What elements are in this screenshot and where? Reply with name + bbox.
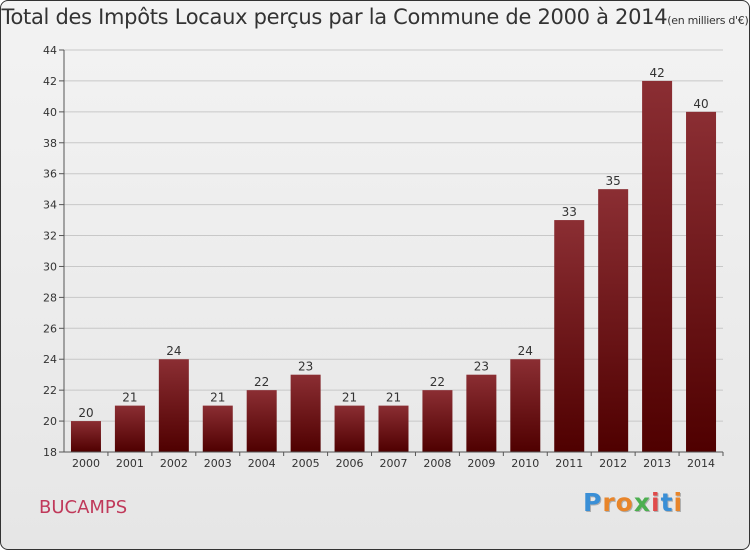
y-tick-label: 30	[43, 260, 57, 273]
bar	[510, 359, 541, 452]
data-label: 40	[693, 97, 708, 111]
x-tick-label: 2009	[467, 457, 495, 470]
logo-letter: i	[673, 488, 684, 517]
x-tick-label: 2004	[248, 457, 276, 470]
x-tick-label: 2008	[423, 457, 451, 470]
y-tick-label: 44	[43, 44, 57, 57]
logo-letter: P	[583, 488, 603, 517]
bar	[378, 405, 409, 452]
data-label: 20	[78, 406, 93, 420]
chart-title-unit: (en milliers d'€)	[667, 14, 749, 27]
data-label: 35	[606, 174, 621, 188]
y-tick-label: 38	[43, 137, 57, 150]
x-tick-label: 2011	[555, 457, 583, 470]
x-tick-label: 2000	[72, 457, 100, 470]
data-label: 22	[430, 375, 445, 389]
y-tick-label: 32	[43, 230, 57, 243]
data-label: 21	[122, 391, 137, 405]
data-label: 24	[518, 344, 533, 358]
bar	[246, 390, 277, 452]
data-label: 24	[166, 344, 181, 358]
commune-name: BUCAMPS	[39, 497, 128, 518]
data-label: 21	[386, 391, 401, 405]
bar	[158, 359, 189, 452]
bar-chart: 18 20 22 24 26 28 30 32 34 36 38 40 42 44 20 2000 21 2001…	[43, 44, 724, 470]
y-tick-label: 20	[43, 415, 57, 428]
bar	[642, 80, 673, 452]
x-tick-label: 2003	[204, 457, 232, 470]
y-tick-label: 28	[43, 291, 57, 304]
x-tick-label: 2006	[336, 457, 364, 470]
logo-letter: o	[615, 488, 634, 517]
logo-letter: r	[602, 488, 616, 517]
y-tick-label: 22	[43, 384, 57, 397]
x-tick-label: 2013	[643, 457, 671, 470]
y-tick-label: 24	[43, 353, 57, 366]
proxiti-logo: Proxiti	[583, 488, 683, 517]
bar	[202, 405, 233, 452]
logo-letter: i	[651, 488, 661, 517]
bar	[290, 374, 321, 452]
y-tick-label: 26	[43, 322, 57, 335]
logo-letter: t	[660, 488, 674, 517]
data-label: 33	[562, 205, 577, 219]
y-tick-label: 34	[43, 199, 57, 212]
x-tick-label: 2001	[116, 457, 144, 470]
x-tick-label: 2005	[292, 457, 320, 470]
y-tick-label: 18	[43, 446, 57, 459]
chart-title-text: Total des Impôts Locaux perçus par la Co…	[1, 5, 668, 29]
bar	[554, 220, 585, 452]
data-label: 42	[649, 66, 664, 80]
logo-letter: x	[633, 488, 651, 517]
data-label: 21	[210, 391, 225, 405]
bar	[422, 390, 453, 452]
data-label: 23	[298, 360, 313, 374]
x-tick-label: 2010	[511, 457, 539, 470]
bar	[466, 374, 497, 452]
data-label: 22	[254, 375, 269, 389]
data-label: 21	[342, 391, 357, 405]
x-tick-label: 2012	[599, 457, 627, 470]
y-tick-label: 40	[43, 106, 57, 119]
data-label: 23	[474, 360, 489, 374]
x-tick-label: 2014	[687, 457, 715, 470]
y-tick-label: 42	[43, 75, 57, 88]
bar	[334, 405, 365, 452]
x-tick-label: 2002	[160, 457, 188, 470]
chart-title: Total des Impôts Locaux perçus par la Co…	[1, 5, 749, 29]
bar	[114, 405, 145, 452]
x-tick-label: 2007	[380, 457, 408, 470]
bar	[598, 189, 629, 452]
y-tick-label: 36	[43, 168, 57, 181]
bar	[686, 111, 717, 452]
bar	[70, 421, 101, 452]
